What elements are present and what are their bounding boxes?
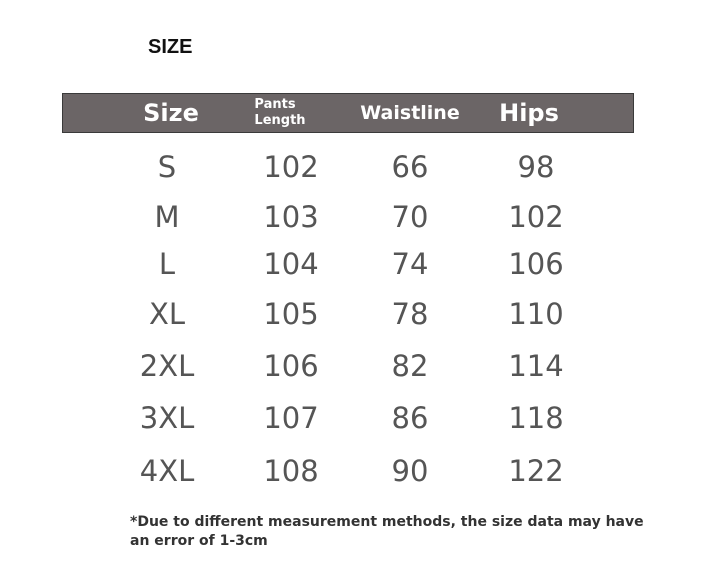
table-cell: XL	[148, 297, 186, 331]
table-cell: 102	[263, 150, 319, 184]
table-cell: 70	[391, 200, 429, 234]
table-cell: 82	[391, 349, 429, 383]
table-cell: 107	[263, 401, 319, 435]
header-pants-line2: Length	[254, 113, 306, 128]
table-cell: 66	[391, 150, 429, 184]
table-cell: 118	[508, 401, 564, 435]
header-hips: Hips	[499, 99, 559, 127]
table-cell: 74	[391, 247, 429, 281]
table-cell: 106	[508, 247, 564, 281]
header-waistline: Waistline	[360, 102, 460, 124]
table-cell: 105	[263, 297, 319, 331]
table-cell: 2XL	[139, 349, 195, 383]
table-cell: 103	[263, 200, 319, 234]
table-cell: 4XL	[139, 454, 195, 488]
table-cell: 86	[391, 401, 429, 435]
table-cell: M	[154, 200, 180, 234]
table-cell: 108	[263, 454, 319, 488]
table-cell: 98	[517, 150, 555, 184]
table-cell: 122	[508, 454, 564, 488]
table-cell: 102	[508, 200, 564, 234]
table-cell: L	[158, 247, 176, 281]
table-cell: 90	[391, 454, 429, 488]
table-cell: S	[157, 150, 177, 184]
table-cell: 78	[391, 297, 429, 331]
page-title: SIZE	[148, 36, 193, 58]
table-cell: 104	[263, 247, 319, 281]
table-cell: 110	[508, 297, 564, 331]
table-header: Size Pants Length Waistline Hips	[62, 93, 634, 133]
measurement-note: *Due to different measurement methods, t…	[130, 514, 644, 549]
table-cell: 114	[508, 349, 564, 383]
header-size: Size	[143, 99, 199, 127]
table-cell: 3XL	[139, 401, 195, 435]
header-pants-line1: Pants	[254, 97, 296, 112]
table-cell: 106	[263, 349, 319, 383]
header-pants-length: Pants Length	[254, 94, 305, 132]
